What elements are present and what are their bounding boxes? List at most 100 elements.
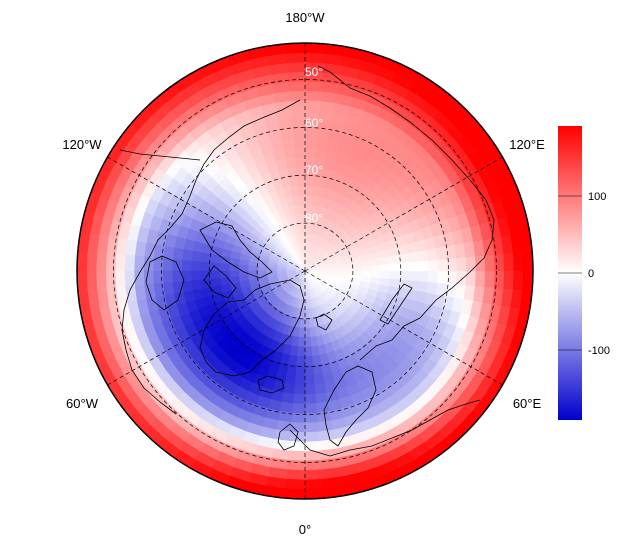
field-cell: [304, 422, 320, 433]
field-cell: [284, 373, 297, 385]
coastline-greenland: [199, 279, 305, 377]
field-cell: [304, 440, 322, 452]
field-cell: [283, 147, 296, 160]
field-cell: [503, 252, 515, 272]
field-cell: [86, 251, 98, 272]
field-cell: [298, 194, 306, 206]
field-cell: [257, 266, 268, 272]
field-cell: [114, 270, 126, 288]
field-cell: [172, 247, 184, 261]
lon-label-120w: 120°W: [62, 137, 102, 152]
field-cell: [292, 403, 306, 414]
meridian-line: [304, 156, 503, 272]
lon-label-0: 0°: [299, 522, 311, 537]
coastline-arctic-archipelago: [199, 221, 273, 279]
field-cell: [304, 478, 325, 490]
field-cell: [416, 249, 429, 262]
coastline-europe: [289, 399, 481, 457]
field-cell: [370, 270, 382, 278]
field-cell: [190, 270, 202, 282]
meridian-line: [304, 270, 503, 386]
latitude-circle: [256, 222, 354, 320]
field-cell: [304, 52, 325, 64]
colorbar-tick-100: 100: [588, 191, 606, 203]
field-cell: [361, 270, 372, 278]
field-cell: [190, 260, 202, 272]
field-cell: [304, 99, 321, 111]
coastline-kamchatka: [317, 65, 351, 89]
field-cell: [304, 374, 316, 386]
field-cell: [247, 265, 259, 272]
coastline-british-isles: [277, 423, 299, 451]
field-cell: [304, 336, 312, 348]
anomaly-field: [77, 43, 533, 499]
field-cell: [427, 270, 439, 283]
coastline-svalbard: [315, 313, 333, 331]
field-cell: [288, 450, 306, 462]
field-cell: [290, 109, 306, 120]
field-cell: [181, 249, 194, 262]
field-cell: [284, 43, 306, 54]
field-cell: [512, 270, 524, 291]
field-cell: [304, 384, 317, 395]
field-cell: [296, 355, 306, 367]
graticule: [107, 43, 503, 499]
field-cell: [304, 175, 314, 187]
field-cell: [437, 258, 448, 272]
coastline-hudson-bay: [145, 255, 185, 311]
field-cell: [293, 384, 306, 395]
field-cell: [418, 259, 429, 272]
field-cell: [304, 90, 322, 102]
meridian-line: [107, 156, 306, 272]
field-cell: [314, 147, 327, 160]
colorbar-tick-neg100: -100: [588, 345, 610, 357]
field-cell: [304, 137, 317, 149]
field-cell: [311, 185, 321, 197]
field-cell: [77, 270, 88, 292]
field-cell: [380, 263, 391, 272]
field-cell: [315, 392, 329, 404]
field-cell: [200, 270, 211, 281]
colorbar-tick-0: 0: [588, 268, 594, 280]
lat-label-50: 50°: [305, 65, 323, 79]
field-cell: [304, 147, 317, 158]
coastline-canada: [121, 195, 191, 351]
field-cell: [426, 247, 438, 261]
field-cell: [304, 232, 309, 243]
field-cell: [484, 270, 496, 288]
field-cell: [304, 431, 321, 443]
colorbar: 100 0 -100: [558, 126, 610, 420]
lat-label-60: 60°: [305, 116, 323, 130]
field-cell: [297, 346, 306, 357]
field-cell: [304, 469, 324, 481]
field-cell: [304, 355, 314, 367]
field-cell: [304, 128, 318, 139]
field-cell: [295, 365, 306, 376]
latitude-circle: [113, 79, 497, 463]
coastline-novaya-zemlya: [379, 283, 413, 325]
field-cell: [408, 270, 420, 282]
field-cell: [114, 254, 126, 272]
field-cell: [370, 264, 382, 272]
field-cell: [465, 270, 477, 287]
field-cell: [288, 90, 306, 102]
coastline-north-america-east: [125, 349, 177, 415]
field-cell: [162, 270, 173, 284]
field-cell: [86, 270, 98, 291]
field-cell: [304, 80, 322, 92]
field-cell: [162, 258, 173, 272]
field-cell: [209, 270, 221, 280]
field-cell: [294, 156, 306, 168]
field-cell: [416, 280, 429, 293]
field-cell: [293, 393, 306, 405]
meridian-line: [107, 270, 306, 386]
field-cell: [314, 382, 327, 395]
field-cell: [143, 270, 154, 286]
field-cell: [294, 374, 306, 386]
field-cell: [484, 254, 496, 272]
coastline-russia: [349, 87, 495, 361]
field-cell: [389, 270, 401, 280]
lat-label-70: 70°: [305, 163, 323, 177]
field-cell: [181, 259, 192, 272]
latitude-circle: [208, 174, 402, 368]
